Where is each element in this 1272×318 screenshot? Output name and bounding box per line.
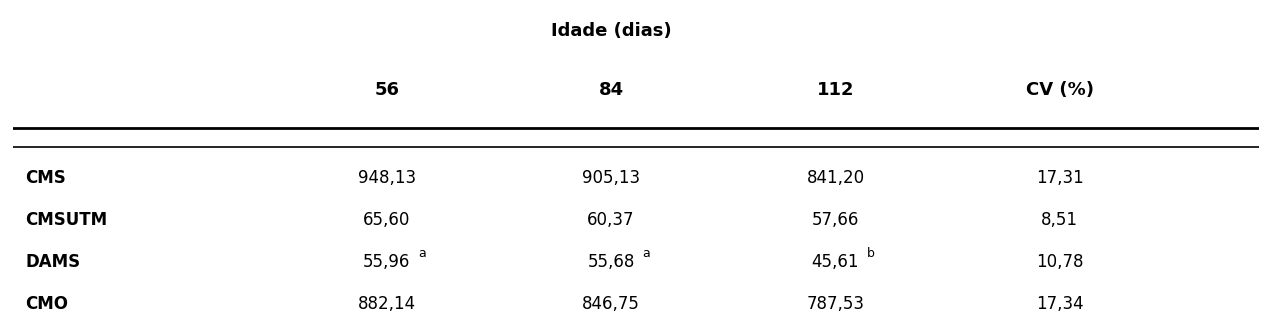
Text: DAMS: DAMS — [25, 253, 80, 271]
Text: 65,60: 65,60 — [363, 211, 411, 229]
Text: Idade (dias): Idade (dias) — [551, 22, 672, 40]
Text: 60,37: 60,37 — [588, 211, 635, 229]
Text: 882,14: 882,14 — [357, 295, 416, 313]
Text: 905,13: 905,13 — [583, 169, 640, 187]
Text: CMSUTM: CMSUTM — [25, 211, 107, 229]
Text: 84: 84 — [599, 81, 623, 100]
Text: 17,31: 17,31 — [1035, 169, 1084, 187]
Text: 17,34: 17,34 — [1035, 295, 1084, 313]
Text: CV (%): CV (%) — [1025, 81, 1094, 100]
Text: 948,13: 948,13 — [357, 169, 416, 187]
Text: 45,61: 45,61 — [812, 253, 859, 271]
Text: b: b — [866, 247, 874, 259]
Text: 56: 56 — [374, 81, 399, 100]
Text: CMS: CMS — [25, 169, 66, 187]
Text: a: a — [418, 247, 426, 259]
Text: a: a — [642, 247, 650, 259]
Text: 846,75: 846,75 — [583, 295, 640, 313]
Text: 57,66: 57,66 — [812, 211, 859, 229]
Text: 841,20: 841,20 — [806, 169, 865, 187]
Text: CMO: CMO — [25, 295, 69, 313]
Text: 55,96: 55,96 — [363, 253, 411, 271]
Text: 55,68: 55,68 — [588, 253, 635, 271]
Text: 8,51: 8,51 — [1042, 211, 1079, 229]
Text: 112: 112 — [817, 81, 855, 100]
Text: 10,78: 10,78 — [1037, 253, 1084, 271]
Text: 787,53: 787,53 — [806, 295, 865, 313]
